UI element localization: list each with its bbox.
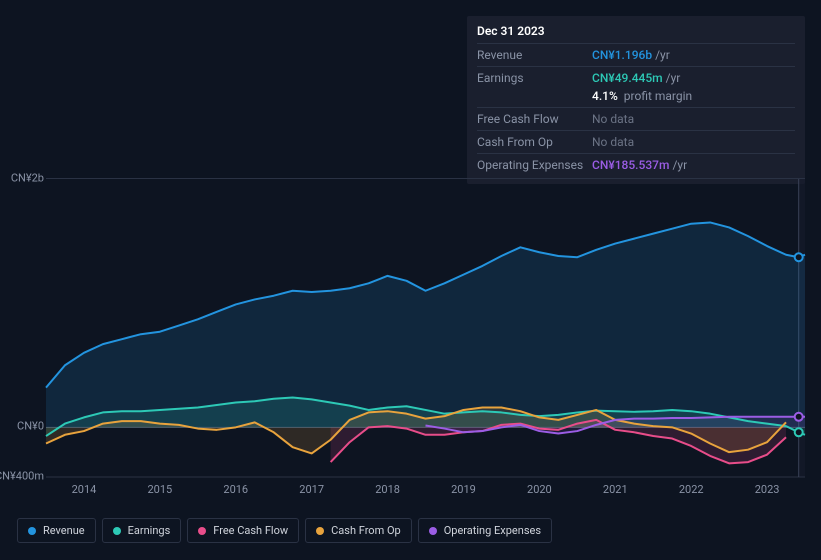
legend: Revenue Earnings Free Cash Flow Cash From O… (17, 518, 552, 543)
tooltip-row-value: CN¥49.445m/yr4.1% profit margin (592, 69, 795, 105)
tooltip-row-value: No data (592, 133, 795, 151)
legend-label: Cash From Op (331, 524, 401, 537)
tooltip-row: RevenueCN¥1.196b/yr (477, 44, 795, 67)
x-axis-label: 2016 (198, 483, 274, 496)
tooltip-row-value: No data (592, 110, 795, 128)
tooltip-row-label: Cash From Op (477, 133, 592, 151)
legend-dot-icon (28, 527, 36, 535)
legend-label: Free Cash Flow (213, 524, 288, 537)
tooltip-row: Free Cash FlowNo data (477, 108, 795, 131)
legend-item[interactable]: Revenue (17, 518, 96, 543)
plot-area[interactable] (46, 178, 805, 476)
legend-dot-icon (198, 527, 206, 535)
x-axis-label: 2017 (274, 483, 350, 496)
tooltip-row: Cash From OpNo data (477, 131, 795, 154)
legend-dot-icon (316, 527, 324, 535)
x-axis: 2014201520162017201820192020202120222023 (46, 483, 805, 496)
x-axis-label: 2019 (426, 483, 502, 496)
financials-chart: CN¥2bCN¥0-CN¥400m 2014201520162017201820… (17, 158, 805, 498)
x-axis-label: 2021 (577, 483, 653, 496)
x-axis-label: 2022 (653, 483, 729, 496)
y-axis-label: CN¥2b (11, 172, 44, 185)
x-axis-label: 2020 (501, 483, 577, 496)
legend-label: Revenue (43, 524, 85, 537)
y-axis-label: -CN¥400m (0, 470, 44, 483)
legend-label: Operating Expenses (444, 524, 541, 537)
tooltip-row-value: CN¥1.196b/yr (592, 46, 795, 64)
x-axis-label: 2018 (350, 483, 426, 496)
tooltip-row: EarningsCN¥49.445m/yr4.1% profit margin (477, 67, 795, 108)
tooltip-date: Dec 31 2023 (477, 24, 795, 44)
x-axis-label: 2015 (122, 483, 198, 496)
legend-item[interactable]: Cash From Op (305, 518, 412, 543)
legend-item[interactable]: Free Cash Flow (187, 518, 299, 543)
legend-item[interactable]: Earnings (102, 518, 182, 543)
legend-dot-icon (429, 527, 437, 535)
tooltip-row-label: Free Cash Flow (477, 110, 592, 128)
y-axis-label: CN¥0 (17, 420, 44, 433)
legend-dot-icon (113, 527, 121, 535)
tooltip-row-label: Revenue (477, 46, 592, 64)
legend-label: Earnings (128, 524, 171, 537)
x-axis-label: 2023 (729, 483, 805, 496)
x-axis-label: 2014 (46, 483, 122, 496)
legend-item[interactable]: Operating Expenses (418, 518, 552, 543)
tooltip-row-label: Earnings (477, 69, 592, 105)
